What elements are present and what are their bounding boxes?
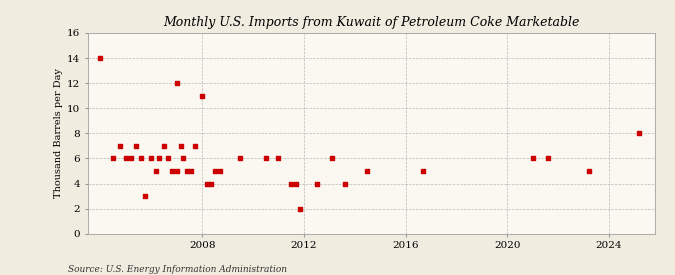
Point <box>131 144 142 148</box>
Point <box>295 207 306 211</box>
Point <box>171 169 182 173</box>
Point <box>159 144 169 148</box>
Point <box>543 156 554 161</box>
Point <box>215 169 225 173</box>
Point <box>126 156 136 161</box>
Point <box>151 169 162 173</box>
Point <box>182 169 192 173</box>
Point <box>206 182 217 186</box>
Point <box>286 182 296 186</box>
Point <box>527 156 538 161</box>
Point <box>189 144 200 148</box>
Point <box>202 182 213 186</box>
Point <box>140 194 151 198</box>
Point <box>327 156 338 161</box>
Point <box>235 156 246 161</box>
Point <box>418 169 429 173</box>
Point <box>153 156 164 161</box>
Y-axis label: Thousand Barrels per Day: Thousand Barrels per Day <box>54 68 63 198</box>
Point <box>163 156 173 161</box>
Point <box>261 156 271 161</box>
Point <box>108 156 119 161</box>
Point <box>273 156 284 161</box>
Point <box>178 156 188 161</box>
Text: Source: U.S. Energy Information Administration: Source: U.S. Energy Information Administ… <box>68 265 286 274</box>
Point <box>136 156 146 161</box>
Point <box>167 169 178 173</box>
Point <box>339 182 350 186</box>
Title: Monthly U.S. Imports from Kuwait of Petroleum Coke Marketable: Monthly U.S. Imports from Kuwait of Petr… <box>163 16 579 29</box>
Point <box>362 169 373 173</box>
Point <box>171 81 182 85</box>
Point <box>291 182 302 186</box>
Point <box>197 94 208 98</box>
Point <box>583 169 594 173</box>
Point <box>209 169 220 173</box>
Point <box>311 182 322 186</box>
Point <box>634 131 645 136</box>
Point <box>146 156 157 161</box>
Point <box>121 156 132 161</box>
Point <box>114 144 125 148</box>
Point <box>175 144 186 148</box>
Point <box>95 56 106 60</box>
Point <box>186 169 196 173</box>
